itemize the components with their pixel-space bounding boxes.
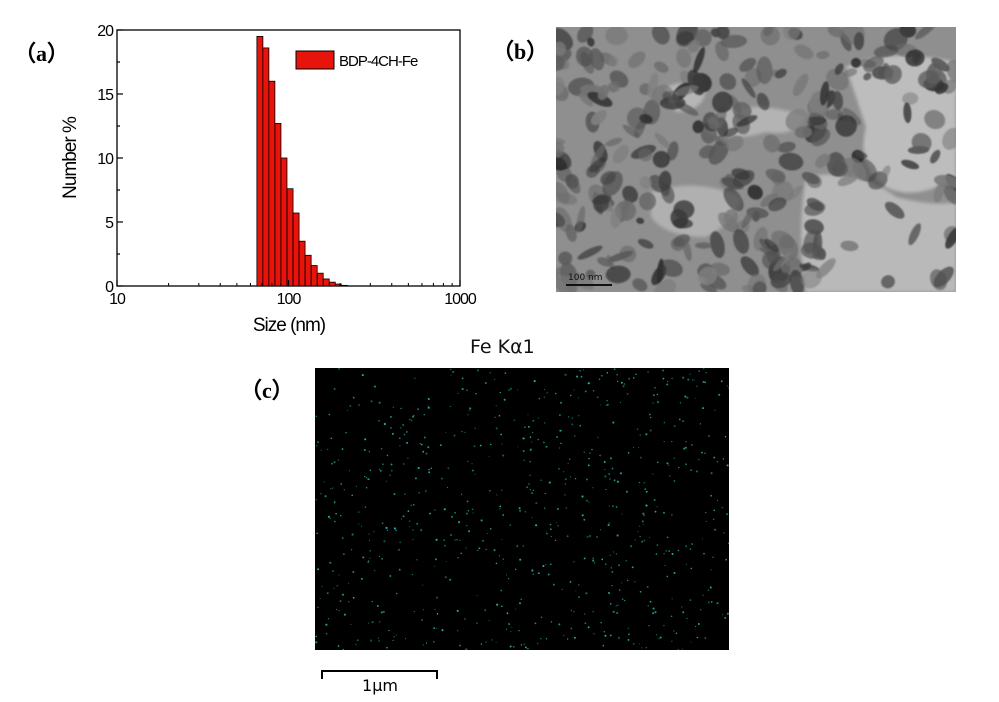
y-tick-label: 10 <box>97 151 114 168</box>
x-tick-label: 100 <box>277 291 302 308</box>
y-axis-title: Number % <box>60 116 81 199</box>
eds-map-image <box>315 368 729 650</box>
bar <box>262 47 270 287</box>
tem-scale-bar: 100 nm <box>566 273 612 286</box>
legend: BDP-4CH-Fe <box>295 50 419 70</box>
bar <box>340 284 348 287</box>
bar <box>268 80 276 287</box>
y-tick-label: 5 <box>105 215 114 232</box>
x-tick-label: 1000 <box>444 291 477 308</box>
bar <box>256 36 264 287</box>
x-axis-title: Size (nm) <box>253 315 326 336</box>
y-tick-label: 15 <box>97 87 114 104</box>
x-tick-label: 10 <box>109 291 126 308</box>
bar <box>316 272 324 287</box>
bar <box>292 212 300 287</box>
bar <box>304 254 312 287</box>
bar-series <box>256 36 348 287</box>
bar <box>322 278 330 287</box>
legend-swatch <box>295 50 335 70</box>
axes: 0 5 10 15 20 10 100 1000 <box>97 23 478 308</box>
legend-label: BDP-4CH-Fe <box>339 53 418 70</box>
bar <box>310 265 318 287</box>
bar <box>328 281 336 287</box>
panel-label-b: （b） <box>492 39 549 64</box>
eds-map-title: Fe Kα1 <box>470 336 535 358</box>
bar <box>286 188 294 287</box>
y-tick-label: 0 <box>105 279 114 296</box>
bar <box>298 240 306 287</box>
bar <box>274 123 282 287</box>
bar <box>280 157 288 287</box>
tem-scale-label: 100 nm <box>568 273 603 283</box>
panel-label-c: （c） <box>240 378 294 403</box>
y-tick-label: 20 <box>97 23 114 40</box>
tem-image: 100 nm <box>556 27 956 292</box>
panel-label-a: （a） <box>14 41 70 66</box>
